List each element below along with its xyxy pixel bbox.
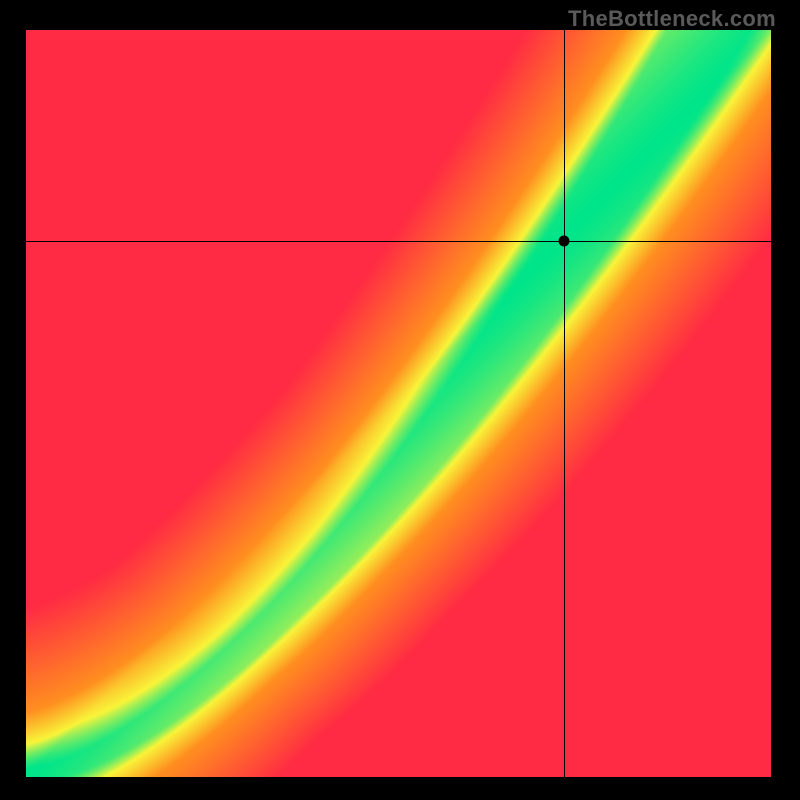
watermark-text: TheBottleneck.com bbox=[568, 6, 776, 32]
heatmap-plot bbox=[26, 30, 771, 777]
crosshair-vertical bbox=[564, 30, 565, 777]
heatmap-canvas bbox=[26, 30, 771, 777]
crosshair-horizontal bbox=[26, 241, 771, 242]
marker-dot bbox=[558, 236, 569, 247]
